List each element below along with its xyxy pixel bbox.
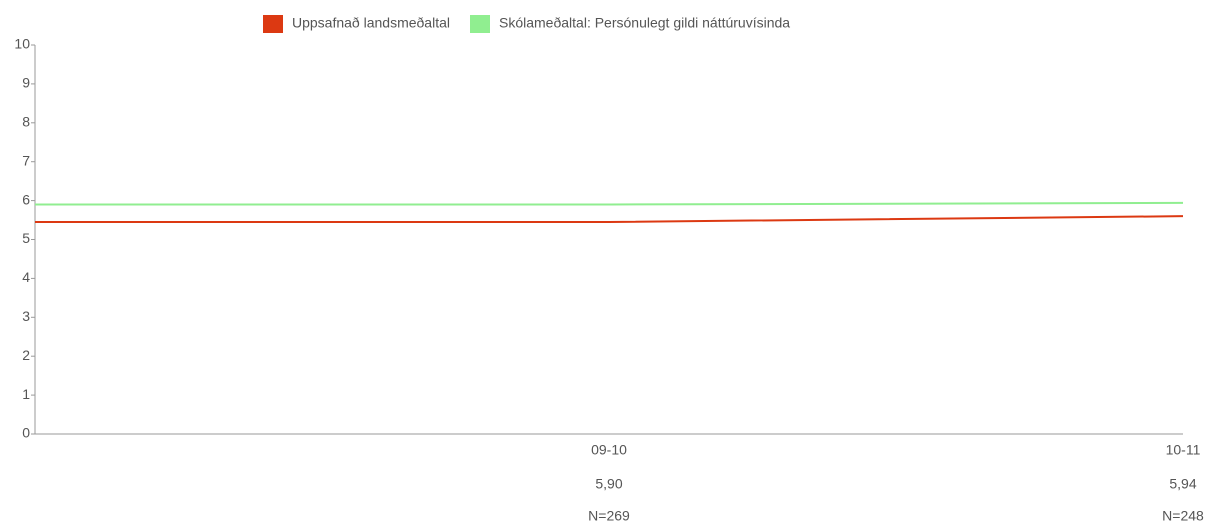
x-tick-label: 10-11 xyxy=(1166,442,1201,458)
y-tick-label: 9 xyxy=(22,75,30,91)
value-label: 5,90 xyxy=(595,476,622,492)
y-tick-label: 6 xyxy=(22,191,30,207)
legend-label: Skólameðaltal: Persónulegt gildi náttúru… xyxy=(499,15,790,31)
legend-label: Uppsafnað landsmeðaltal xyxy=(292,15,450,31)
y-tick-label: 1 xyxy=(22,386,30,402)
legend-swatch xyxy=(470,15,490,33)
y-tick-label: 10 xyxy=(14,36,30,52)
value-label: 5,94 xyxy=(1169,476,1196,492)
series-line xyxy=(35,201,1184,206)
n-label: N=269 xyxy=(588,508,630,524)
y-tick-label: 7 xyxy=(22,152,30,168)
y-tick-label: 5 xyxy=(22,230,30,246)
y-tick-label: 0 xyxy=(22,425,30,441)
series-line xyxy=(35,215,1184,223)
n-label: N=248 xyxy=(1162,508,1204,524)
legend-swatch xyxy=(263,15,283,33)
x-tick-label: 09-10 xyxy=(591,442,627,458)
y-tick-label: 2 xyxy=(22,347,30,363)
y-tick-label: 4 xyxy=(22,269,30,285)
y-tick-label: 8 xyxy=(22,114,30,130)
y-tick-label: 3 xyxy=(22,308,30,324)
